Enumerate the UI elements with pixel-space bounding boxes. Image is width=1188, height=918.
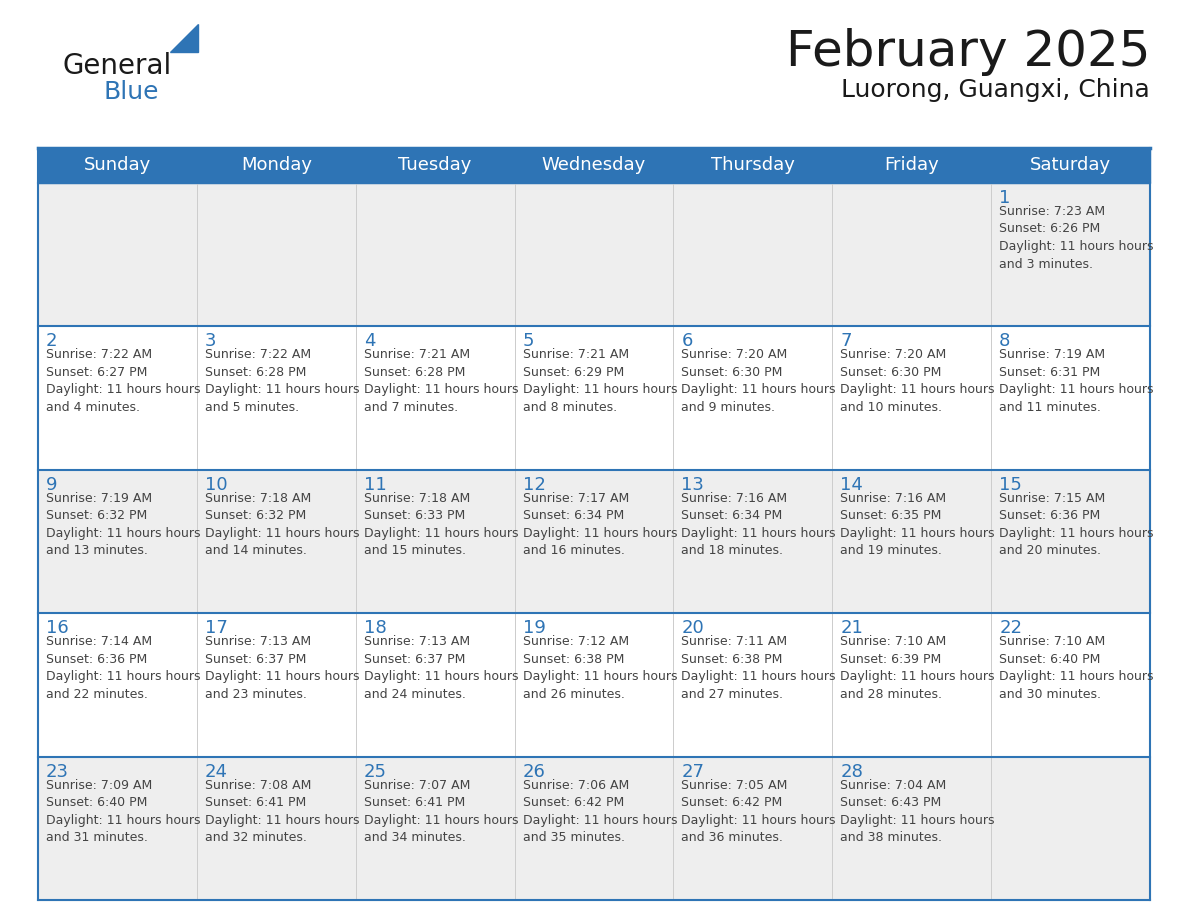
Text: Blue: Blue xyxy=(105,80,159,104)
Text: Sunrise: 7:12 AM
Sunset: 6:38 PM
Daylight: 11 hours hours
and 26 minutes.: Sunrise: 7:12 AM Sunset: 6:38 PM Dayligh… xyxy=(523,635,677,700)
Text: Saturday: Saturday xyxy=(1030,156,1111,174)
Text: 9: 9 xyxy=(46,476,57,494)
Text: Sunrise: 7:19 AM
Sunset: 6:32 PM
Daylight: 11 hours hours
and 13 minutes.: Sunrise: 7:19 AM Sunset: 6:32 PM Dayligh… xyxy=(46,492,201,557)
Text: 13: 13 xyxy=(682,476,704,494)
Bar xyxy=(38,183,1150,327)
Bar xyxy=(38,613,1150,756)
Text: 16: 16 xyxy=(46,620,69,637)
Text: 15: 15 xyxy=(999,476,1022,494)
Text: 7: 7 xyxy=(840,332,852,351)
Text: 17: 17 xyxy=(204,620,228,637)
Text: General: General xyxy=(62,52,171,80)
Text: 23: 23 xyxy=(46,763,69,780)
Bar xyxy=(38,470,1150,613)
Text: 26: 26 xyxy=(523,763,545,780)
Text: 22: 22 xyxy=(999,620,1022,637)
Text: Sunrise: 7:20 AM
Sunset: 6:30 PM
Daylight: 11 hours hours
and 9 minutes.: Sunrise: 7:20 AM Sunset: 6:30 PM Dayligh… xyxy=(682,349,836,414)
Text: 4: 4 xyxy=(364,332,375,351)
Bar xyxy=(38,756,1150,900)
Text: Sunrise: 7:22 AM
Sunset: 6:27 PM
Daylight: 11 hours hours
and 4 minutes.: Sunrise: 7:22 AM Sunset: 6:27 PM Dayligh… xyxy=(46,349,201,414)
Text: 8: 8 xyxy=(999,332,1011,351)
Text: Sunday: Sunday xyxy=(84,156,151,174)
Text: Sunrise: 7:23 AM
Sunset: 6:26 PM
Daylight: 11 hours hours
and 3 minutes.: Sunrise: 7:23 AM Sunset: 6:26 PM Dayligh… xyxy=(999,205,1154,271)
Text: Sunrise: 7:10 AM
Sunset: 6:39 PM
Daylight: 11 hours hours
and 28 minutes.: Sunrise: 7:10 AM Sunset: 6:39 PM Dayligh… xyxy=(840,635,994,700)
Text: Sunrise: 7:21 AM
Sunset: 6:28 PM
Daylight: 11 hours hours
and 7 minutes.: Sunrise: 7:21 AM Sunset: 6:28 PM Dayligh… xyxy=(364,349,518,414)
Text: Sunrise: 7:18 AM
Sunset: 6:33 PM
Daylight: 11 hours hours
and 15 minutes.: Sunrise: 7:18 AM Sunset: 6:33 PM Dayligh… xyxy=(364,492,518,557)
Text: 6: 6 xyxy=(682,332,693,351)
Text: 18: 18 xyxy=(364,620,386,637)
Text: 24: 24 xyxy=(204,763,228,780)
Text: 10: 10 xyxy=(204,476,227,494)
Text: 20: 20 xyxy=(682,620,704,637)
Text: Sunrise: 7:16 AM
Sunset: 6:35 PM
Daylight: 11 hours hours
and 19 minutes.: Sunrise: 7:16 AM Sunset: 6:35 PM Dayligh… xyxy=(840,492,994,557)
Text: Sunrise: 7:10 AM
Sunset: 6:40 PM
Daylight: 11 hours hours
and 30 minutes.: Sunrise: 7:10 AM Sunset: 6:40 PM Dayligh… xyxy=(999,635,1154,700)
Text: Sunrise: 7:21 AM
Sunset: 6:29 PM
Daylight: 11 hours hours
and 8 minutes.: Sunrise: 7:21 AM Sunset: 6:29 PM Dayligh… xyxy=(523,349,677,414)
Text: Sunrise: 7:08 AM
Sunset: 6:41 PM
Daylight: 11 hours hours
and 32 minutes.: Sunrise: 7:08 AM Sunset: 6:41 PM Dayligh… xyxy=(204,778,359,844)
Text: 19: 19 xyxy=(523,620,545,637)
Text: Sunrise: 7:11 AM
Sunset: 6:38 PM
Daylight: 11 hours hours
and 27 minutes.: Sunrise: 7:11 AM Sunset: 6:38 PM Dayligh… xyxy=(682,635,836,700)
Text: Sunrise: 7:09 AM
Sunset: 6:40 PM
Daylight: 11 hours hours
and 31 minutes.: Sunrise: 7:09 AM Sunset: 6:40 PM Dayligh… xyxy=(46,778,201,844)
Text: Sunrise: 7:19 AM
Sunset: 6:31 PM
Daylight: 11 hours hours
and 11 minutes.: Sunrise: 7:19 AM Sunset: 6:31 PM Dayligh… xyxy=(999,349,1154,414)
Text: 11: 11 xyxy=(364,476,386,494)
Text: Sunrise: 7:05 AM
Sunset: 6:42 PM
Daylight: 11 hours hours
and 36 minutes.: Sunrise: 7:05 AM Sunset: 6:42 PM Dayligh… xyxy=(682,778,836,844)
Text: Wednesday: Wednesday xyxy=(542,156,646,174)
Text: Sunrise: 7:07 AM
Sunset: 6:41 PM
Daylight: 11 hours hours
and 34 minutes.: Sunrise: 7:07 AM Sunset: 6:41 PM Dayligh… xyxy=(364,778,518,844)
Text: Sunrise: 7:20 AM
Sunset: 6:30 PM
Daylight: 11 hours hours
and 10 minutes.: Sunrise: 7:20 AM Sunset: 6:30 PM Dayligh… xyxy=(840,349,994,414)
Text: 1: 1 xyxy=(999,189,1011,207)
Text: Sunrise: 7:15 AM
Sunset: 6:36 PM
Daylight: 11 hours hours
and 20 minutes.: Sunrise: 7:15 AM Sunset: 6:36 PM Dayligh… xyxy=(999,492,1154,557)
Text: 28: 28 xyxy=(840,763,864,780)
Text: Sunrise: 7:13 AM
Sunset: 6:37 PM
Daylight: 11 hours hours
and 24 minutes.: Sunrise: 7:13 AM Sunset: 6:37 PM Dayligh… xyxy=(364,635,518,700)
Text: Sunrise: 7:16 AM
Sunset: 6:34 PM
Daylight: 11 hours hours
and 18 minutes.: Sunrise: 7:16 AM Sunset: 6:34 PM Dayligh… xyxy=(682,492,836,557)
Text: Friday: Friday xyxy=(884,156,939,174)
Text: Luorong, Guangxi, China: Luorong, Guangxi, China xyxy=(841,78,1150,102)
Text: February 2025: February 2025 xyxy=(785,28,1150,76)
Text: Sunrise: 7:22 AM
Sunset: 6:28 PM
Daylight: 11 hours hours
and 5 minutes.: Sunrise: 7:22 AM Sunset: 6:28 PM Dayligh… xyxy=(204,349,359,414)
Text: 5: 5 xyxy=(523,332,535,351)
Text: Thursday: Thursday xyxy=(710,156,795,174)
Text: 3: 3 xyxy=(204,332,216,351)
Text: 21: 21 xyxy=(840,620,864,637)
Text: 27: 27 xyxy=(682,763,704,780)
Bar xyxy=(38,327,1150,470)
Text: Tuesday: Tuesday xyxy=(398,156,472,174)
Text: 2: 2 xyxy=(46,332,57,351)
Text: 14: 14 xyxy=(840,476,864,494)
Text: Sunrise: 7:04 AM
Sunset: 6:43 PM
Daylight: 11 hours hours
and 38 minutes.: Sunrise: 7:04 AM Sunset: 6:43 PM Dayligh… xyxy=(840,778,994,844)
Text: Sunrise: 7:06 AM
Sunset: 6:42 PM
Daylight: 11 hours hours
and 35 minutes.: Sunrise: 7:06 AM Sunset: 6:42 PM Dayligh… xyxy=(523,778,677,844)
Text: Monday: Monday xyxy=(241,156,311,174)
Text: 25: 25 xyxy=(364,763,387,780)
Text: Sunrise: 7:18 AM
Sunset: 6:32 PM
Daylight: 11 hours hours
and 14 minutes.: Sunrise: 7:18 AM Sunset: 6:32 PM Dayligh… xyxy=(204,492,359,557)
Text: 12: 12 xyxy=(523,476,545,494)
Bar xyxy=(38,148,1150,183)
Polygon shape xyxy=(170,24,198,52)
Text: Sunrise: 7:14 AM
Sunset: 6:36 PM
Daylight: 11 hours hours
and 22 minutes.: Sunrise: 7:14 AM Sunset: 6:36 PM Dayligh… xyxy=(46,635,201,700)
Text: Sunrise: 7:13 AM
Sunset: 6:37 PM
Daylight: 11 hours hours
and 23 minutes.: Sunrise: 7:13 AM Sunset: 6:37 PM Dayligh… xyxy=(204,635,359,700)
Text: Sunrise: 7:17 AM
Sunset: 6:34 PM
Daylight: 11 hours hours
and 16 minutes.: Sunrise: 7:17 AM Sunset: 6:34 PM Dayligh… xyxy=(523,492,677,557)
